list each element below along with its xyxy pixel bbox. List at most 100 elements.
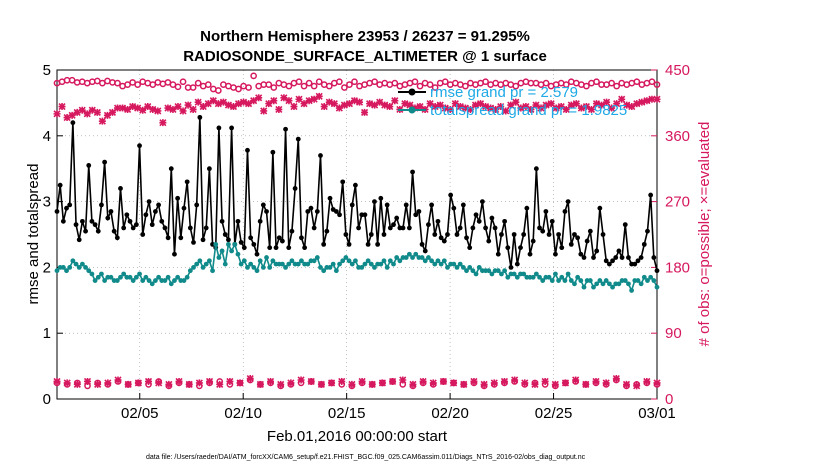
x-tick-label: 02/15 — [328, 405, 366, 422]
totalspread-point — [394, 255, 400, 260]
obs-possible-marker — [633, 78, 641, 86]
obs-evaluated-marker — [653, 95, 661, 103]
totalspread-point — [229, 248, 235, 254]
obs-evaluated-marker — [139, 106, 147, 114]
obs-evaluated-marker — [246, 374, 254, 383]
totalspread-point — [153, 278, 158, 283]
rmse-point — [168, 166, 174, 172]
obs-possible-marker — [250, 72, 257, 80]
totalspread-point — [222, 261, 228, 267]
obs-evaluated-marker — [587, 105, 596, 114]
rmse-point — [194, 202, 200, 208]
obs-evaluated-marker — [490, 379, 498, 387]
obs-evaluated-marker — [582, 380, 590, 388]
obs-evaluated-marker — [456, 102, 464, 111]
obs-evaluated-marker — [648, 95, 656, 103]
obs-evaluated-marker — [209, 97, 217, 105]
obs-evaluated-marker — [348, 380, 356, 388]
rmse-point — [568, 241, 574, 247]
obs-evaluated-marker — [245, 100, 253, 108]
rmse-point — [343, 232, 349, 237]
obs-evaluated-marker — [199, 102, 207, 111]
totalspread-point — [337, 261, 342, 267]
totalspread-point — [156, 274, 161, 280]
obs-possible-marker — [179, 78, 187, 86]
obs-evaluated-marker — [58, 102, 66, 111]
y-ticks: 0 1 2 3 4 5 — [43, 62, 63, 408]
rmse-point — [540, 228, 546, 234]
totalspread-point — [216, 255, 222, 260]
totalspread-point — [197, 258, 203, 264]
obs-evaluated-marker — [561, 379, 570, 387]
rmse-point — [73, 222, 79, 228]
obs-evaluated-marker — [94, 380, 102, 388]
obs-evaluated-marker — [154, 107, 162, 115]
rmse-point — [476, 218, 482, 224]
obs-possible-marker — [295, 78, 303, 86]
rmse-point — [197, 114, 203, 120]
rmse-point — [260, 202, 266, 208]
obs-evaluated-marker — [330, 100, 338, 108]
rmse-point — [318, 153, 323, 158]
obs-possible-marker — [648, 78, 656, 86]
obs-evaluated-marker — [572, 100, 580, 108]
rmse-point — [324, 228, 330, 234]
obs-evaluated-marker — [592, 377, 600, 386]
rmse-point — [438, 235, 444, 241]
obs-possible-marker — [300, 82, 308, 90]
obs-evaluated-marker — [315, 92, 323, 100]
totalspread-point — [330, 261, 336, 267]
rmse-point — [337, 212, 342, 218]
obs-evaluated-marker — [103, 111, 111, 119]
obs-possible-marker — [351, 78, 358, 86]
totalspread-point — [146, 278, 152, 283]
rmse-point — [229, 125, 235, 131]
rmse-point — [603, 258, 609, 264]
rmse-point — [175, 195, 181, 201]
rmse-point — [267, 245, 273, 251]
rmse-point — [60, 218, 66, 224]
obs-evaluated-marker — [653, 379, 661, 387]
obs-evaluated-marker — [195, 379, 203, 387]
totalspread-point — [372, 265, 377, 270]
chart-subtitle: RADIOSONDE_SURFACE_ALTIMETER @ 1 surface — [183, 48, 547, 65]
rmse-point — [140, 232, 146, 237]
totalspread-point — [99, 271, 104, 277]
totalspread-point — [432, 261, 438, 267]
obs-evaluated-marker — [260, 107, 268, 115]
rmse-point — [518, 245, 523, 251]
rmse-point — [378, 195, 384, 201]
rmse-point — [422, 248, 428, 254]
obs-evaluated-marker — [124, 380, 132, 388]
totalspread-point — [340, 258, 346, 264]
obs-evaluated-marker — [406, 101, 414, 109]
obs-evaluated-marker — [527, 105, 535, 114]
obs-evaluated-marker — [114, 376, 122, 384]
rmse-point — [479, 199, 485, 205]
totalspread-point — [349, 261, 355, 267]
rmse-point — [203, 225, 209, 231]
totalspread-point — [575, 274, 581, 280]
totalspread-point — [435, 258, 441, 264]
rmse-point — [610, 258, 615, 264]
obs-evaluated-marker — [460, 380, 468, 388]
obs-possible-marker — [315, 78, 323, 86]
totalspread-point — [270, 258, 276, 264]
rmse-point — [495, 251, 501, 257]
rmse-point — [362, 212, 368, 218]
obs-evaluated-marker — [184, 101, 192, 109]
totalspread-point — [86, 268, 92, 274]
y-axis-label: rmse and totalspread — [25, 164, 42, 305]
rmse-point — [346, 241, 352, 247]
totalspread-point — [638, 281, 644, 287]
rmse-point — [273, 245, 279, 251]
rmse-point — [283, 126, 288, 132]
obs-possible-marker — [174, 83, 182, 91]
rmse-point — [105, 215, 111, 221]
obs-evaluated-marker — [350, 97, 359, 105]
rmse-point — [156, 202, 161, 208]
rmse-point — [146, 199, 152, 205]
obs-evaluated-marker — [104, 379, 112, 387]
rmse-point — [635, 258, 641, 264]
